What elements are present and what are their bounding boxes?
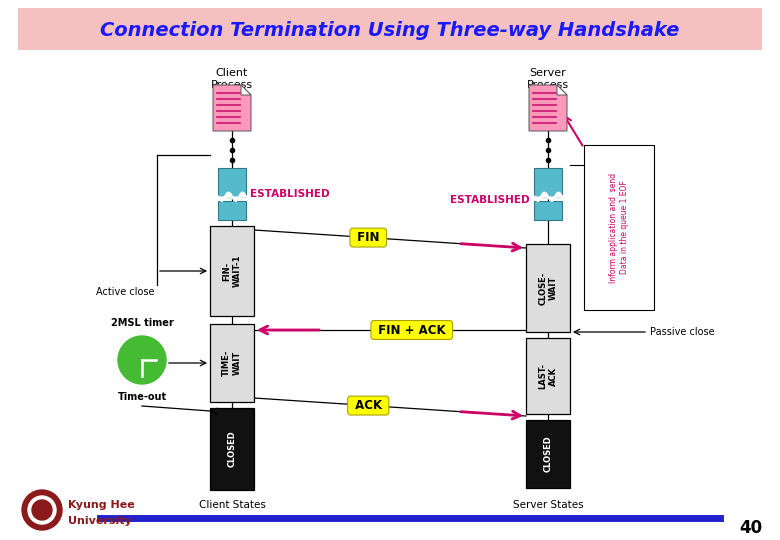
Text: CLOSED: CLOSED <box>228 430 236 468</box>
Text: ESTABLISHED: ESTABLISHED <box>250 189 330 199</box>
Text: Client States: Client States <box>199 500 265 510</box>
Circle shape <box>118 336 166 384</box>
Text: TIME-
WAIT: TIME- WAIT <box>222 350 242 376</box>
Bar <box>218 200 246 220</box>
Text: University: University <box>68 516 132 526</box>
Text: Inform application and  send
Data in the queue 1 EOF: Inform application and send Data in the … <box>609 172 629 282</box>
Bar <box>526 420 570 488</box>
Text: CLOSED: CLOSED <box>544 436 552 472</box>
Bar <box>526 338 570 414</box>
Text: LAST-
ACK: LAST- ACK <box>538 363 558 389</box>
Circle shape <box>32 500 52 520</box>
Text: CLOSE-
WAIT: CLOSE- WAIT <box>538 271 558 305</box>
Text: FIN: FIN <box>353 231 384 244</box>
Circle shape <box>22 490 62 530</box>
Bar <box>210 324 254 402</box>
Text: ESTABLISHED: ESTABLISHED <box>450 195 530 205</box>
Text: 40: 40 <box>739 519 762 537</box>
Text: Connection Termination Using Three-way Handshake: Connection Termination Using Three-way H… <box>101 21 679 39</box>
Text: Time-out: Time-out <box>118 392 167 402</box>
Circle shape <box>28 496 56 524</box>
Text: Client
Process: Client Process <box>211 68 253 90</box>
Polygon shape <box>529 85 567 131</box>
Text: Active close: Active close <box>97 287 155 297</box>
Text: Server States: Server States <box>512 500 583 510</box>
Text: Server
Process: Server Process <box>527 68 569 90</box>
Bar <box>18 8 762 50</box>
Text: 2MSL timer: 2MSL timer <box>111 318 173 328</box>
Text: FIN + ACK: FIN + ACK <box>374 323 449 336</box>
Bar <box>218 168 246 197</box>
Bar <box>534 168 562 197</box>
Text: FIN-
WAIT-1: FIN- WAIT-1 <box>222 255 242 287</box>
Polygon shape <box>557 85 567 95</box>
Polygon shape <box>241 85 251 95</box>
Text: ACK: ACK <box>351 399 386 412</box>
Bar <box>210 226 254 316</box>
Text: Passive close: Passive close <box>650 327 714 337</box>
Text: Kyung Hee: Kyung Hee <box>68 500 135 510</box>
Bar <box>584 145 654 310</box>
Polygon shape <box>213 85 251 131</box>
Bar <box>534 200 562 220</box>
Bar <box>210 408 254 490</box>
Bar <box>526 244 570 332</box>
